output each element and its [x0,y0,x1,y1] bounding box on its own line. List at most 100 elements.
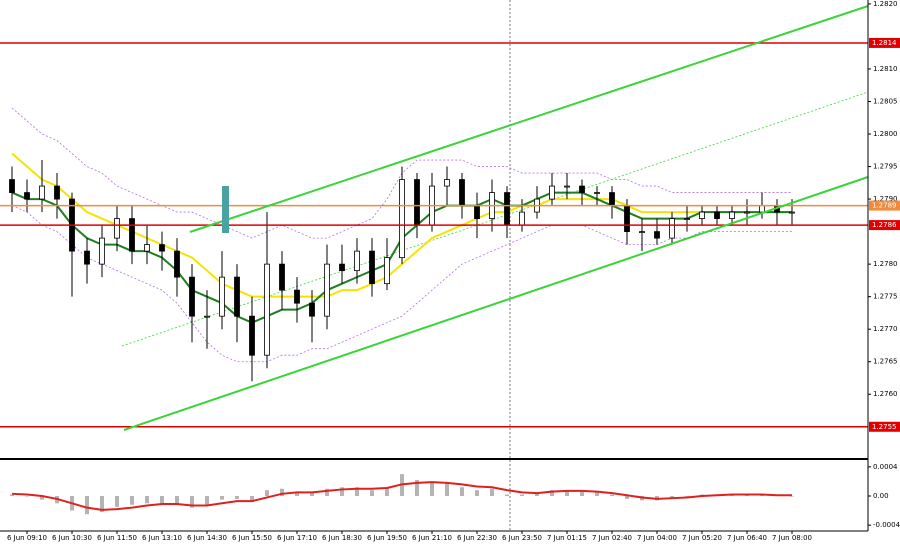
y-tick-label: 1.2795 [873,163,898,171]
x-tick-label: 7 Jun 02:40 [592,534,632,542]
price-level-label: 1.2789 [872,202,897,210]
candle-body [204,315,210,318]
candle-body [114,218,120,239]
histogram-bar [175,496,179,505]
candle-body [744,211,750,214]
annotations-back [121,0,869,531]
x-tick-label: 6 Jun 13:10 [142,534,182,542]
histogram-bar [265,490,269,496]
candle-body [54,185,60,200]
y-tick-label: 1.2820 [873,0,898,8]
x-tick-label: 6 Jun 21:10 [412,534,452,542]
candle-body [384,257,390,285]
y-tick-label: 1.2775 [873,293,898,301]
histogram-bar [565,490,569,496]
histogram-bar [430,481,434,496]
candle-body [684,218,690,220]
indicator-line [11,205,792,363]
x-tick-label: 7 Jun 05:20 [682,534,722,542]
price-level-tag [869,421,900,432]
price-level-tag [869,200,900,211]
x-tick-label: 6 Jun 17:10 [277,534,317,542]
histogram-bar [490,488,494,496]
candle-body [9,179,15,193]
candle-body [234,276,240,317]
histogram-bar [145,496,149,504]
histogram-bar [10,494,14,496]
histogram-bar [355,487,359,496]
histogram-bar [460,487,464,496]
x-tick-label: 6 Jun 19:50 [367,534,407,542]
histogram-bar [475,490,479,496]
signal-marker [222,186,229,233]
histogram-bar [685,496,689,497]
candle-body [669,218,675,239]
x-tick-label: 7 Jun 08:00 [772,534,812,542]
histogram-bar [550,490,554,496]
histogram-bar [535,493,539,496]
price-level-label: 1.2755 [872,423,897,431]
x-tick-label: 6 Jun 15:50 [232,534,272,542]
candle-body [444,179,450,187]
candle-body [159,244,165,252]
histogram-bar [205,496,209,505]
x-tick-label: 6 Jun 10:30 [52,534,92,542]
y-tick-label: 0.00 [873,492,889,500]
histogram-bar [370,490,374,496]
price-level-tag [869,220,900,231]
histogram-bar [25,496,29,497]
candle-body [189,276,195,317]
x-tick-label: 6 Jun 09:10 [7,534,47,542]
histogram-bar [415,479,419,496]
candle-body [309,302,315,317]
y-tick-label: 1.2780 [873,260,898,268]
candle-body [759,205,765,213]
y-tick-label: 1.2810 [873,65,898,73]
candle-body [654,231,660,239]
histogram-bar [100,496,104,513]
candle-body [414,179,420,226]
histogram-bar [580,491,584,496]
channel-upper [189,5,869,233]
annotations-front [0,0,869,532]
histogram-bar [40,496,44,500]
histogram-bar [595,492,599,496]
y-tick-label: 1.2805 [873,97,898,105]
candle-body [789,211,795,214]
price-level-tag [869,37,900,48]
candle-body [279,263,285,291]
indicator-line [11,481,792,511]
candle-body [294,289,300,304]
y-tick-label: -0.0004 [873,521,900,529]
histogram-bar [130,496,134,505]
candle-body [99,237,105,265]
y-tick-label: 1.2800 [873,130,898,138]
histogram-bar [520,494,524,496]
candle-body [369,250,375,285]
x-tick-label: 6 Jun 14:30 [187,534,227,542]
candle-body [624,205,630,233]
candle-body [504,192,510,226]
candle-body [609,192,615,206]
y-tick-label: 1.2760 [873,390,898,398]
histogram-bar [325,488,329,496]
candle-body [144,244,150,252]
x-tick-label: 6 Jun 11:50 [97,534,137,542]
candle-body [249,315,255,356]
x-tick-label: 7 Jun 06:40 [727,534,767,542]
candle-body [639,231,645,234]
histogram-bar [190,496,194,508]
x-tick-label: 6 Jun 18:30 [322,534,362,542]
candle-body [84,250,90,265]
candle-body [264,263,270,356]
histogram-bar [250,496,254,502]
x-tick-label: 7 Jun 04:00 [637,534,677,542]
histogram-bar [670,496,674,498]
candle-body [549,185,555,200]
histogram-bar [295,491,299,496]
candle-body [324,263,330,317]
histogram-bar [610,494,614,496]
candle-body [579,185,585,193]
